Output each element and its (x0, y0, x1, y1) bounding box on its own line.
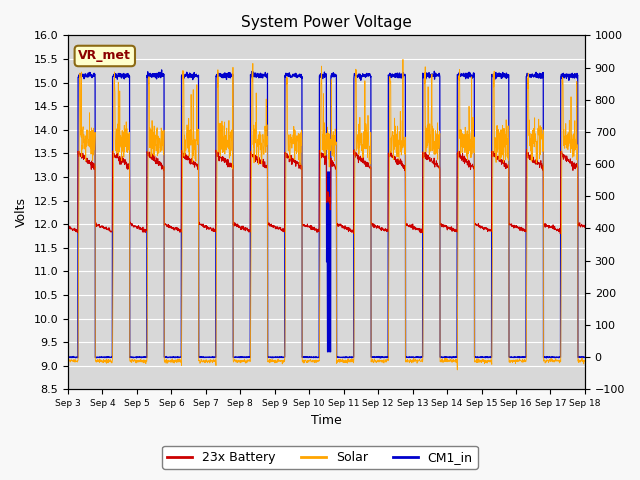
Y-axis label: Volts: Volts (15, 197, 28, 228)
Legend: 23x Battery, Solar, CM1_in: 23x Battery, Solar, CM1_in (163, 446, 477, 469)
X-axis label: Time: Time (311, 414, 342, 427)
Title: System Power Voltage: System Power Voltage (241, 15, 412, 30)
Text: VR_met: VR_met (78, 49, 131, 62)
